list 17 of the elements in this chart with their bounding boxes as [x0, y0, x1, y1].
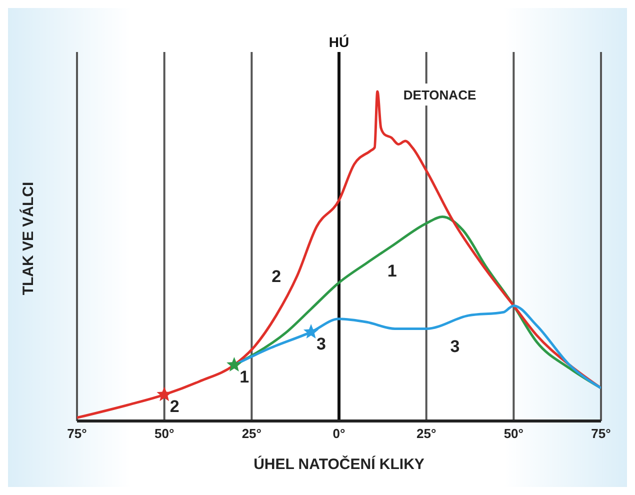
series-label: 3: [316, 334, 326, 354]
annotation: 2: [272, 267, 282, 286]
y-axis-title: TLAK VE VÁLCI: [20, 181, 38, 295]
ref-line-label: HÚ: [328, 34, 350, 50]
x-axis-title: ÚHEL NATOČENÍ KLIKY: [254, 455, 424, 473]
series-label: 1: [240, 367, 250, 386]
x-tick-label: 0°: [332, 426, 346, 442]
x-tick-label: 50°: [154, 426, 174, 442]
x-tick-label: 50°: [504, 426, 524, 442]
annotation: DETONACE: [403, 88, 476, 103]
annotation: 1: [387, 261, 397, 280]
series-label: 2: [170, 397, 180, 416]
annotation: 3: [450, 337, 460, 356]
x-tick-label: 75°: [67, 426, 87, 442]
x-tick-label: 25°: [416, 426, 436, 442]
x-tick-label: 25°: [242, 426, 262, 442]
x-tick-label: 75°: [591, 426, 611, 442]
